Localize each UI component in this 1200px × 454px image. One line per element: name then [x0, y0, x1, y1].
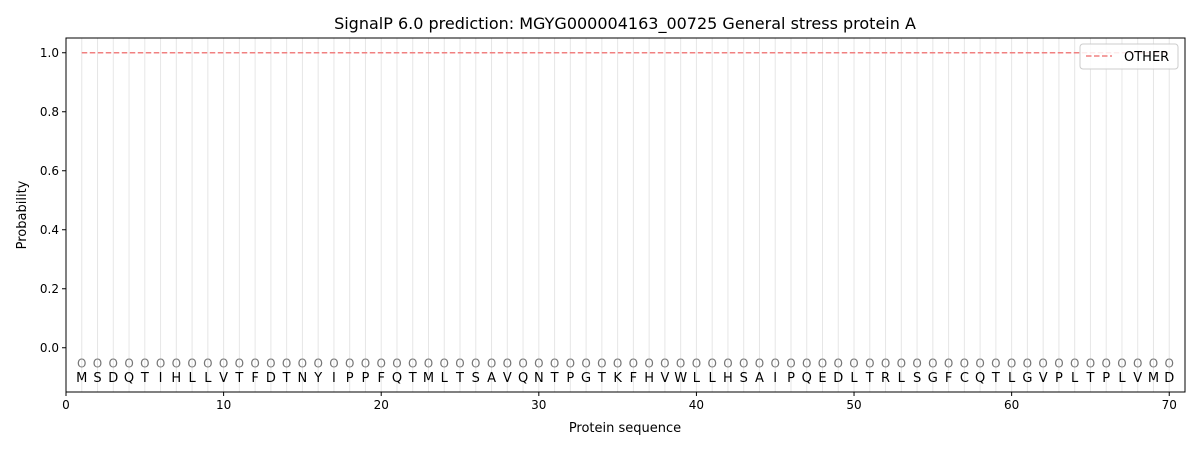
residue-label: T: [550, 371, 559, 386]
residue-label: F: [630, 371, 637, 386]
residue-label: N: [298, 371, 308, 386]
residue-label: G: [928, 371, 938, 386]
x-axis-label: Protein sequence: [569, 421, 681, 436]
residue-label: H: [723, 371, 733, 386]
residue-label: I: [159, 371, 163, 386]
y-tick-label: 0.2: [40, 282, 59, 296]
residue-label: H: [644, 371, 654, 386]
residue-label: G: [1022, 371, 1032, 386]
residue-label: S: [472, 371, 480, 386]
x-tick-label: 60: [1004, 398, 1019, 412]
residue-label: T: [865, 371, 874, 386]
residue-label: D: [108, 371, 118, 386]
x-tick-label: 10: [216, 398, 231, 412]
residue-label: F: [251, 371, 258, 386]
residue-label: L: [204, 371, 212, 386]
y-tick-label: 1.0: [40, 46, 59, 60]
y-tick-label: 0.6: [40, 164, 59, 178]
y-tick-label: 0.8: [40, 105, 59, 119]
residue-label: D: [833, 371, 843, 386]
residue-label: P: [362, 371, 370, 386]
residue-label: Q: [518, 371, 528, 386]
residue-label: V: [1039, 371, 1048, 386]
residue-label: T: [1085, 371, 1094, 386]
residue-label: V: [503, 371, 512, 386]
residue-label: P: [1102, 371, 1110, 386]
residue-label: Q: [802, 371, 812, 386]
residue-label: V: [219, 371, 228, 386]
y-tick-label: 0.0: [40, 341, 59, 355]
residue-label: R: [881, 371, 890, 386]
residue-label: V: [1133, 371, 1142, 386]
predicted-labels: OOOOOOOOOOOOOOOOOOOOOOOOOOOOOOOOOOOOOOOO…: [77, 357, 1174, 371]
x-tick-label: 30: [531, 398, 546, 412]
residue-label: S: [913, 371, 921, 386]
residue-label: K: [613, 371, 622, 386]
x-tick-label: 40: [689, 398, 704, 412]
residue-label: L: [693, 371, 701, 386]
y-axis-label: Probability: [15, 180, 30, 249]
residue-label: F: [377, 371, 384, 386]
residue-label: P: [787, 371, 795, 386]
residue-label: L: [850, 371, 858, 386]
residue-label: P: [346, 371, 354, 386]
residue-label: L: [1118, 371, 1126, 386]
residue-label: T: [408, 371, 417, 386]
residue-label: H: [171, 371, 181, 386]
residue-label: T: [991, 371, 1000, 386]
residue-label: L: [1008, 371, 1016, 386]
residue-label: P: [1055, 371, 1063, 386]
residue-label: Q: [392, 371, 402, 386]
residue-label: E: [818, 371, 826, 386]
residue-label: S: [740, 371, 748, 386]
residue-label: G: [581, 371, 591, 386]
y-tick-label: 0.4: [40, 223, 59, 237]
legend-entry: OTHER: [1124, 50, 1169, 65]
x-tick-label: 70: [1162, 398, 1177, 412]
chart-title: SignalP 6.0 prediction: MGYG000004163_00…: [334, 14, 916, 34]
residue-label: P: [566, 371, 574, 386]
residue-label: T: [597, 371, 606, 386]
residue-label: I: [773, 371, 777, 386]
residue-label: L: [441, 371, 449, 386]
residue-label: Q: [124, 371, 134, 386]
residue-label: M: [423, 371, 434, 386]
residue-label: T: [140, 371, 149, 386]
residue-label: S: [93, 371, 101, 386]
x-tick-label: 50: [846, 398, 861, 412]
residue-label: Q: [975, 371, 985, 386]
residue-label: D: [266, 371, 276, 386]
residue-label: T: [234, 371, 243, 386]
residue-label: T: [455, 371, 464, 386]
residue-label: N: [534, 371, 544, 386]
residue-label: W: [674, 371, 687, 386]
residue-label: A: [755, 371, 764, 386]
residue-label: L: [709, 371, 717, 386]
plot-frame: [65, 37, 1186, 393]
residue-label: C: [960, 371, 969, 386]
residue-label: L: [188, 371, 196, 386]
residue-label: A: [487, 371, 496, 386]
residue-label: M: [76, 371, 87, 386]
residue-label: F: [945, 371, 952, 386]
residue-label: L: [1071, 371, 1079, 386]
x-tick-label: 20: [374, 398, 389, 412]
residue-label: T: [282, 371, 291, 386]
x-tick-label: 0: [62, 398, 70, 412]
residue-label: V: [660, 371, 669, 386]
residue-label: M: [1148, 371, 1159, 386]
residue-label: L: [898, 371, 906, 386]
legend-box: [1079, 43, 1179, 70]
residue-label: I: [332, 371, 336, 386]
residue-label: Y: [313, 371, 322, 386]
residue-label: D: [1164, 371, 1174, 386]
